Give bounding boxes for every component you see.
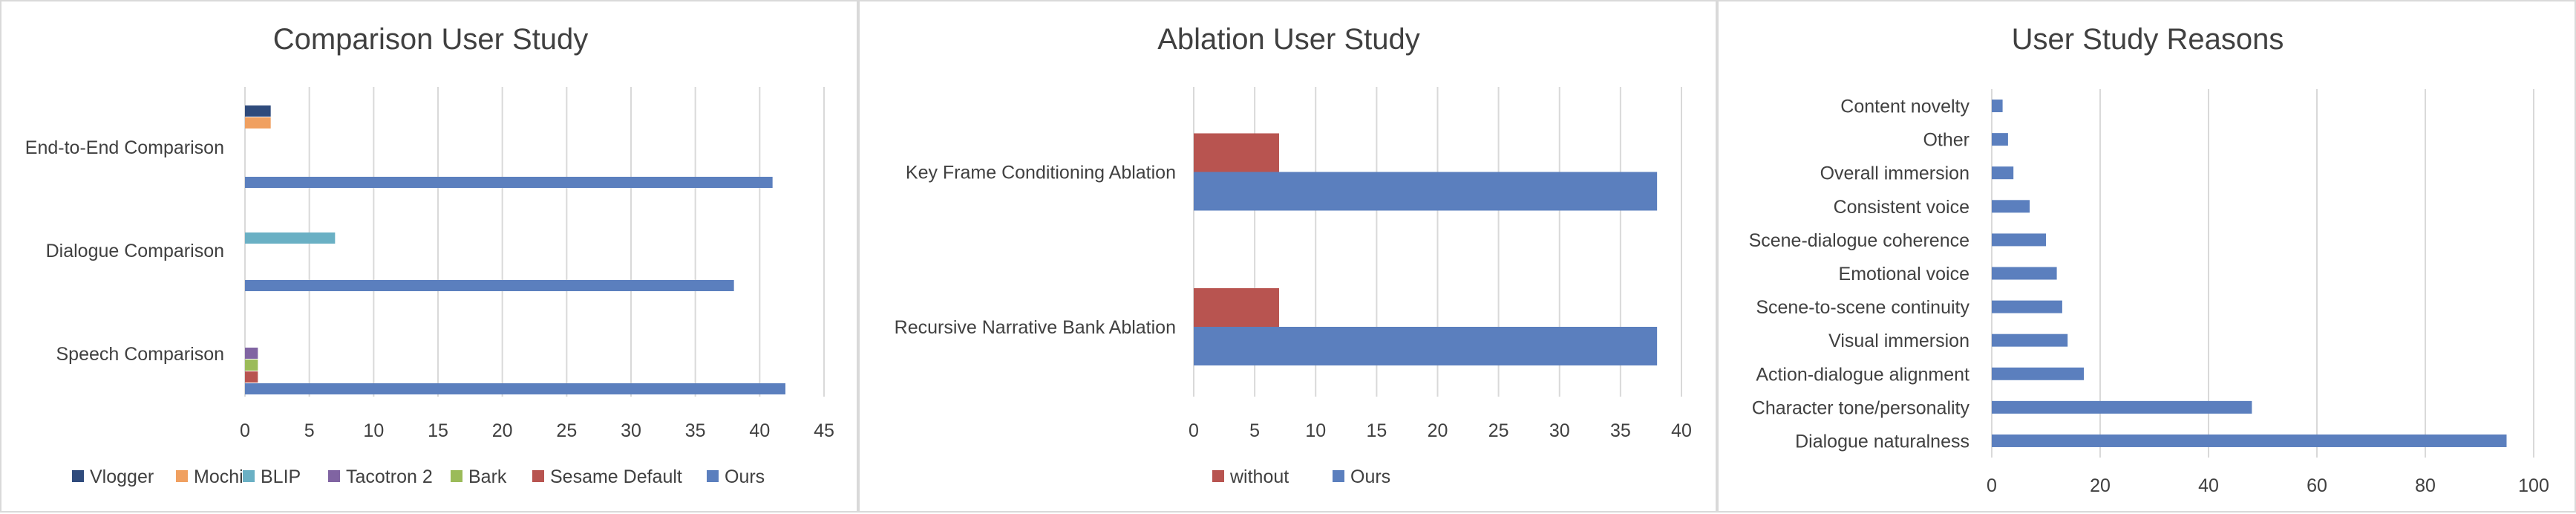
category-label: Other — [1923, 130, 1969, 151]
chart-title: Comparison User Study — [273, 23, 589, 56]
bar-ours — [1194, 172, 1658, 211]
bar-mochi — [245, 117, 271, 128]
x-tick-label: 35 — [1610, 420, 1631, 441]
bar-reason — [1992, 133, 2008, 146]
x-tick-label: 20 — [492, 420, 513, 441]
x-tick-label: 15 — [428, 420, 448, 441]
category-label: Content novelty — [1840, 97, 1969, 117]
comparison-chart: Comparison User Study 0 5 10 15 20 25 30 35 40 45… — [25, 23, 834, 487]
x-tick-label: 25 — [1488, 420, 1509, 441]
bar-without — [1194, 288, 1279, 327]
legend-label: Tacotron 2 — [346, 466, 433, 487]
chart-title: User Study Reasons — [2012, 23, 2284, 56]
bar-bark — [245, 360, 258, 371]
bar-reason — [1992, 267, 2057, 280]
bar-blip — [245, 232, 336, 244]
category-label: Scene-to-scene continuity — [1756, 297, 1969, 318]
x-tick-label: 100 — [2518, 475, 2549, 496]
x-tick-label: 20 — [1428, 420, 1448, 441]
legend-swatch — [1212, 470, 1224, 482]
legend-swatch — [176, 470, 188, 482]
category-label: Consistent voice — [1834, 197, 1969, 218]
bar-vlogger — [245, 105, 271, 117]
legend-swatch — [707, 470, 719, 482]
x-tick-label: 60 — [2307, 475, 2327, 496]
bar-ours — [245, 280, 734, 291]
legend-swatch — [328, 470, 340, 482]
legend-label: Ours — [725, 466, 765, 487]
legend-swatch — [1333, 470, 1344, 482]
category-label: Key Frame Conditioning Ablation — [906, 163, 1176, 183]
x-tick-label: 30 — [621, 420, 641, 441]
bar-reason — [1992, 334, 2068, 347]
bar-ours — [1194, 327, 1658, 365]
legend-label: BLIP — [261, 466, 301, 487]
legend-label: Ours — [1350, 466, 1390, 487]
legend-swatch — [532, 470, 544, 482]
bar-reason — [1992, 434, 2507, 447]
ablation-chart-panel: Ablation User Study 0 5 10 15 20 25 30 35 40 Recu… — [858, 0, 1717, 513]
category-label: Emotional voice — [1839, 264, 1969, 284]
x-tick-label: 0 — [240, 420, 250, 441]
bar-reason — [1992, 233, 2046, 247]
bar-reason — [1992, 166, 2014, 180]
bar-ours — [245, 383, 785, 394]
x-tick-label: 40 — [2198, 475, 2219, 496]
legend-label: Vlogger — [90, 466, 154, 487]
bar-sesame-default — [245, 371, 258, 383]
legend-label: Sesame Default — [550, 466, 682, 487]
category-label: Visual immersion — [1828, 331, 1969, 351]
bar-reason — [1992, 400, 2252, 414]
x-tick-label: 40 — [1671, 420, 1692, 441]
bar-tacotron-2 — [245, 348, 258, 359]
chart-title: Ablation User Study — [1157, 23, 1420, 56]
reasons-chart: User Study Reasons 0 20 40 60 80 100 Dialogue … — [1749, 23, 2549, 496]
x-tick-label: 0 — [1987, 475, 1997, 496]
x-tick-label: 25 — [556, 420, 577, 441]
bar-reason — [1992, 300, 2062, 313]
legend-label: Mochi — [194, 466, 243, 487]
x-tick-label: 40 — [749, 420, 770, 441]
x-tick-label: 45 — [814, 420, 834, 441]
x-tick-label: 10 — [1305, 420, 1326, 441]
x-tick-label: 35 — [685, 420, 706, 441]
category-label: Scene-dialogue coherence — [1749, 230, 1969, 251]
ablation-chart: Ablation User Study 0 5 10 15 20 25 30 35 40 Recu… — [895, 23, 1692, 487]
x-tick-label: 80 — [2415, 475, 2436, 496]
legend-swatch — [243, 470, 255, 482]
legend-swatch — [451, 470, 462, 482]
category-label: Recursive Narrative Bank Ablation — [895, 317, 1176, 338]
x-tick-label: 5 — [1249, 420, 1260, 441]
legend-label: without — [1229, 466, 1289, 487]
legend-label: Bark — [468, 466, 507, 487]
bar-reason — [1992, 367, 2085, 380]
reasons-chart-panel: User Study Reasons 0 20 40 60 80 100 Dialogue … — [1717, 0, 2576, 513]
category-label: Character tone/personality — [1752, 397, 1970, 418]
category-label: Overall immersion — [1820, 163, 1969, 184]
comparison-chart-panel: Comparison User Study 0 5 10 15 20 25 30 35 40 45… — [0, 0, 858, 513]
bar-reason — [1992, 200, 2030, 213]
category-label: Dialogue naturalness — [1795, 431, 1969, 452]
x-tick-label: 5 — [304, 420, 315, 441]
x-tick-label: 15 — [1366, 420, 1387, 441]
legend-swatch — [72, 470, 84, 482]
category-label: Action-dialogue alignment — [1756, 364, 1969, 385]
bar-ours — [245, 177, 773, 188]
x-tick-label: 0 — [1189, 420, 1199, 441]
bar-without — [1194, 133, 1279, 172]
category-label: Dialogue Comparison — [46, 241, 224, 261]
x-tick-label: 30 — [1549, 420, 1570, 441]
x-tick-label: 10 — [363, 420, 384, 441]
category-label: End-to-End Comparison — [25, 137, 224, 158]
bar-reason — [1992, 100, 2003, 113]
category-label: Speech Comparison — [56, 344, 224, 365]
x-tick-label: 20 — [2090, 475, 2111, 496]
